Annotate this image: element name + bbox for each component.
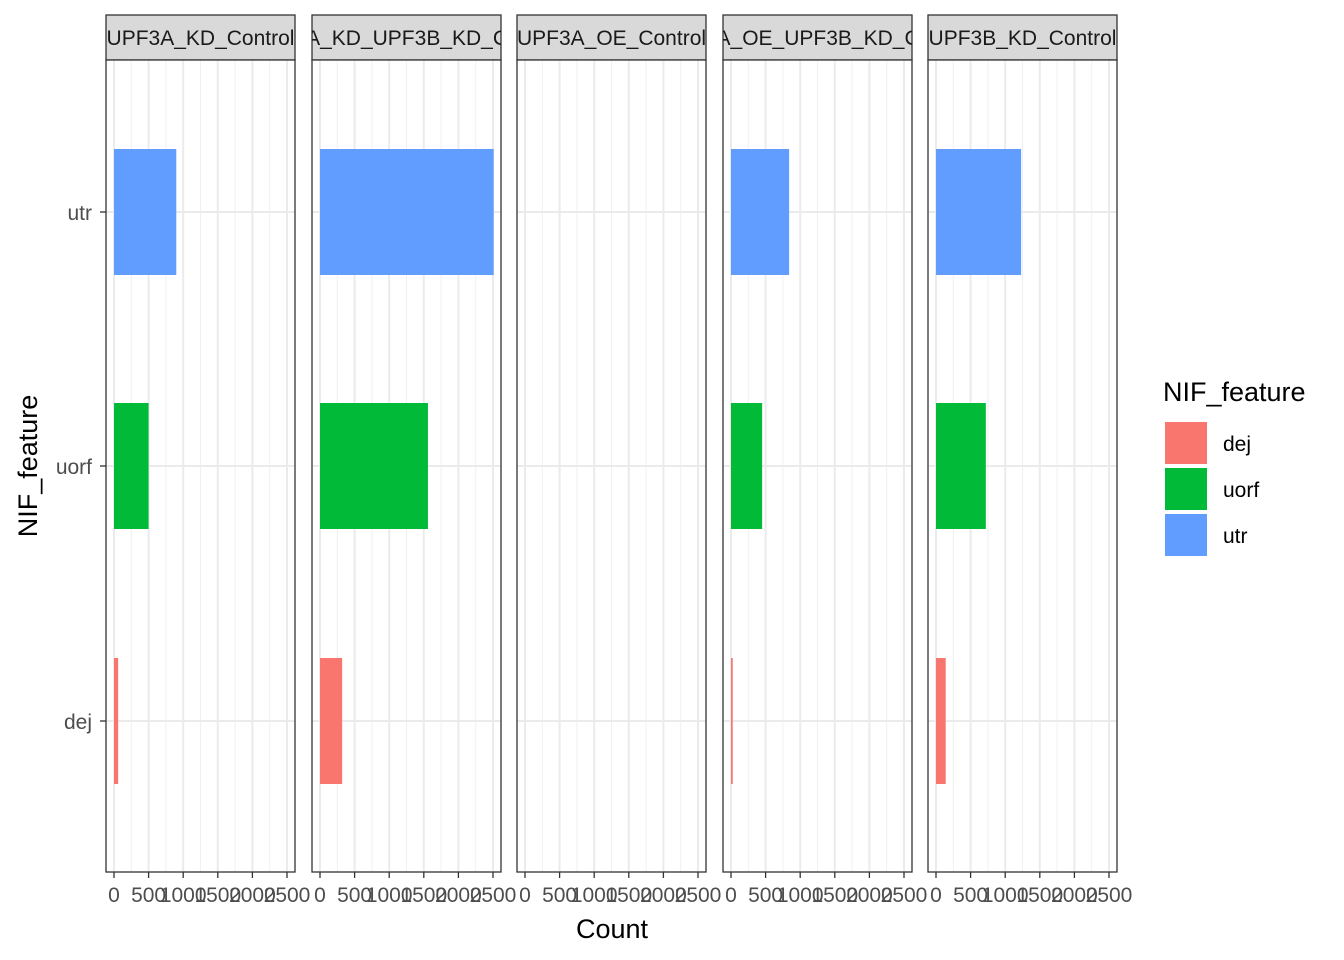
x-tick-label: 1000 [571,884,618,907]
bar-utr [320,149,494,275]
legend-label: utr [1223,525,1248,548]
x-tick-label: 1000 [777,884,824,907]
x-tick-label: 0 [519,884,531,907]
x-tick-label: 500 [337,884,372,907]
bar-utr [936,149,1022,275]
panel-border [311,59,502,873]
panel-border [927,59,1118,873]
bar-dej [114,658,119,784]
bar-dej [731,658,733,784]
x-tick-label: 1000 [366,884,413,907]
bar-uorf [114,403,149,529]
facet-strip [311,14,502,61]
x-tick-label: 500 [131,884,166,907]
y-tick-label: uorf [56,456,92,479]
facet-panel: UPF3A_KD_UPF3B_KD_Control 0 50010001500200… [252,14,560,907]
legend-label: dej [1223,433,1251,456]
bar-utr [731,149,790,275]
x-tick-label: 2000 [846,884,893,907]
x-tick-label: 0 [108,884,120,907]
legend: NIF_feature dej uorf utr [1163,377,1306,556]
x-tick-label: 1500 [194,884,241,907]
bar-uorf [320,403,428,529]
x-tick-label: 1500 [1016,884,1063,907]
x-tick-label: 2500 [470,884,517,907]
x-tick-label: 1000 [982,884,1029,907]
x-tick-label: 2000 [640,884,687,907]
facet-strip [722,14,913,61]
x-tick-label: 500 [542,884,577,907]
x-tick-label: 0 [314,884,326,907]
y-axis-title: NIF_feature [13,395,43,538]
x-tick-label: 2500 [1086,884,1133,907]
x-tick-label: 500 [953,884,988,907]
legend-key-uorf [1165,468,1207,510]
x-tick-label: 2000 [1051,884,1098,907]
x-axis-title: Count [576,914,649,944]
x-tick-label: 1000 [160,884,207,907]
x-tick-label: 2500 [675,884,722,907]
facet-strip-label: UPF3A_OE_UPF3B_KD_Control [663,27,972,50]
x-tick-label: 2500 [881,884,928,907]
x-tick-label: 500 [748,884,783,907]
x-tick-label: 2000 [435,884,482,907]
x-tick-label: 1500 [400,884,447,907]
y-tick-label: dej [64,711,92,734]
bar-uorf [936,403,986,529]
x-tick-label: 1500 [811,884,858,907]
legend-key-dej [1165,422,1207,464]
legend-title: NIF_feature [1163,377,1306,407]
facet-strip [927,14,1118,61]
x-tick-label: 2000 [229,884,276,907]
facet-strip-label: UPF3A_KD_UPF3B_KD_Control [252,27,560,50]
bar-dej [936,658,946,784]
bar-uorf [731,403,763,529]
facet-panel: UPF3A_OE_UPF3B_KD_Control 0 50010001500200… [663,14,972,907]
facet-strip-label: UPF3A_OE_Control [517,27,706,50]
legend-key-utr [1165,514,1207,556]
x-tick-label: 2500 [264,884,311,907]
panel-border [516,59,707,873]
facet-strip [105,14,296,61]
x-tick-label: 1500 [605,884,652,907]
legend-label: uorf [1223,479,1259,502]
x-tick-label: 0 [725,884,737,907]
facet-strip-label: UPF3A_KD_Control [107,27,295,50]
bar-dej [320,658,343,784]
facet-strip [516,14,707,61]
x-tick-label: 0 [930,884,942,907]
y-tick-label: utr [67,202,92,225]
bar-utr [114,149,177,275]
y-axis: dej uorf utr [56,202,106,734]
facet-strip-label: UPF3B_KD_Control [929,27,1117,50]
panel-border [722,59,913,873]
